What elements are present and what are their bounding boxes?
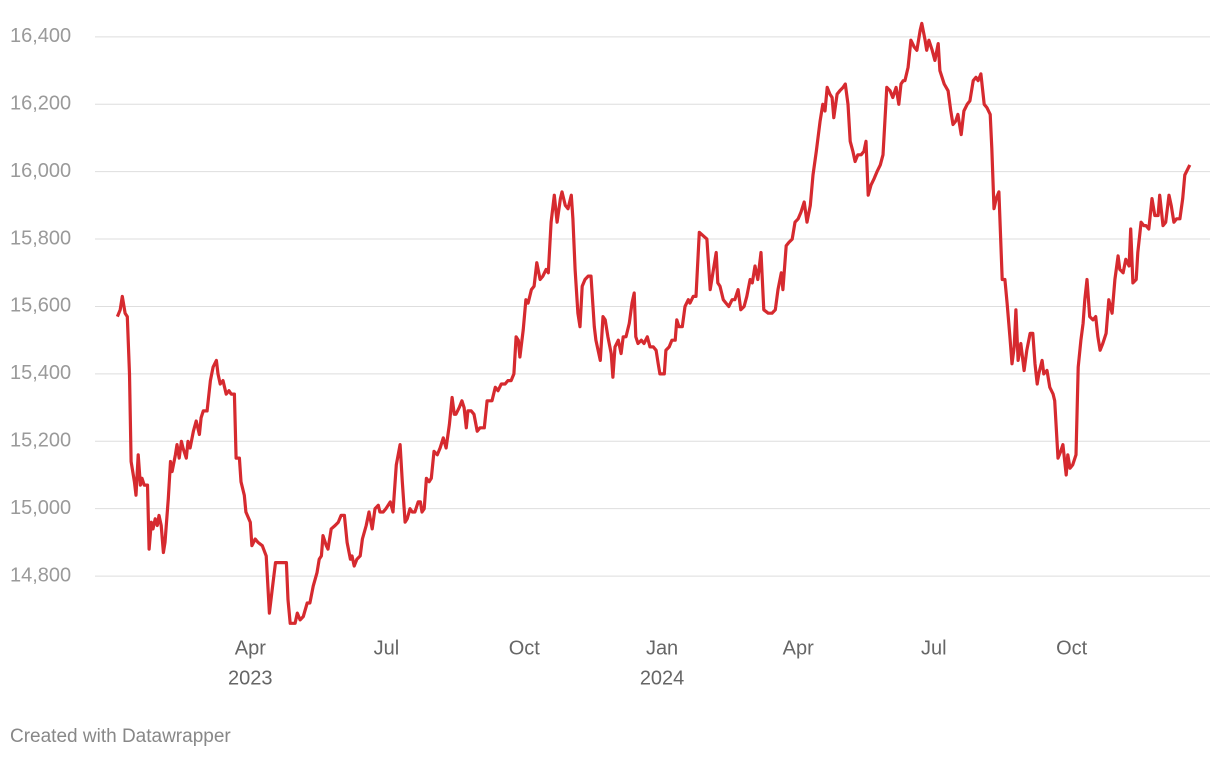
- x-tick-year: 2024: [640, 667, 685, 689]
- x-tick-label: Jul: [921, 637, 947, 659]
- x-tick-label: Oct: [509, 637, 541, 659]
- x-tick-label: Oct: [1056, 637, 1088, 659]
- line: [115, 21, 1192, 625]
- y-tick-label: 16,200: [10, 93, 71, 115]
- y-tick-label: 15,200: [10, 430, 71, 452]
- x-tick-label: Jul: [374, 637, 400, 659]
- y-tick-label: 15,800: [10, 227, 71, 249]
- credit: Created with Datawrapper: [10, 726, 231, 747]
- x-tick-label: Apr: [235, 637, 266, 659]
- y-tick-label: 15,400: [10, 362, 71, 384]
- y-tick-label: 15,000: [10, 497, 71, 519]
- y-tick-label: 14,800: [10, 564, 71, 586]
- x-tick-label: Jan: [646, 637, 678, 659]
- x-tick-label: Apr: [783, 637, 814, 659]
- x-tick-year: 2023: [228, 667, 273, 689]
- y-tick-label: 16,000: [10, 160, 71, 182]
- y-tick-label: 15,600: [10, 295, 71, 317]
- y-tick-label: 16,400: [10, 25, 71, 47]
